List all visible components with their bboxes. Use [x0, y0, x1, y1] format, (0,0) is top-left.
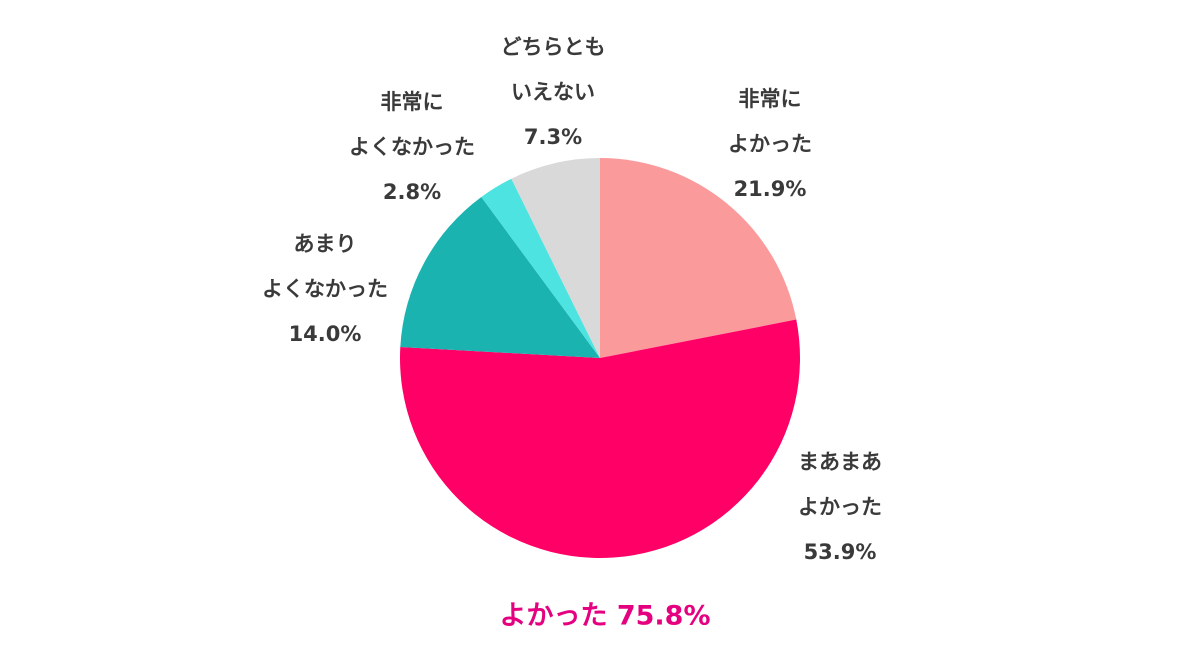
- slice-label: 非常に: [739, 87, 802, 111]
- pie-slice: [600, 158, 797, 358]
- slice-label: よくなかった: [262, 277, 388, 301]
- pie-slice: [400, 197, 600, 358]
- pie-slice: [400, 319, 800, 559]
- value-label: 14.0%: [289, 322, 362, 346]
- pie-slice: [481, 178, 600, 358]
- slice-label: よくなかった: [349, 135, 475, 159]
- slice-label: いえない: [511, 80, 595, 104]
- slice-label: よかった: [798, 495, 882, 519]
- value-label: 7.3%: [524, 125, 582, 149]
- slice-label: あまり: [294, 232, 357, 256]
- slice-label: まあまあ: [798, 450, 882, 474]
- annotation: よかった 75.8%: [499, 601, 710, 632]
- value-label: 21.9%: [734, 177, 807, 201]
- slice-label: よかった: [728, 132, 812, 156]
- slice-label: どちらとも: [501, 35, 606, 59]
- value-label: 53.9%: [804, 540, 877, 564]
- slice-label: 非常に: [381, 90, 444, 114]
- value-label: 2.8%: [383, 180, 441, 204]
- pie-slice: [511, 158, 600, 358]
